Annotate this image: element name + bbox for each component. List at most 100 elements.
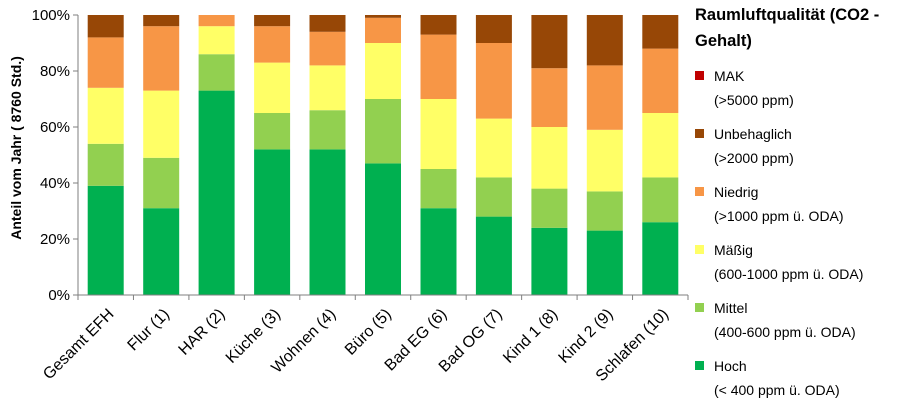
legend-swatch [695, 129, 704, 138]
bar-segment-2-5 [365, 43, 401, 99]
category-label: Kind 1 (8) [500, 306, 561, 367]
legend-series-detail: (600-1000 ppm ü. ODA) [714, 266, 864, 282]
category-label: Gesamt EFH [40, 306, 117, 383]
y-tick-label: 80% [40, 63, 70, 80]
y-tick-label: 100% [32, 7, 70, 24]
bar-segment-2-6 [420, 99, 457, 169]
bar-segment-3-5 [365, 17, 401, 43]
bar-segment-2-1 [143, 90, 180, 158]
bar-segment-1-1 [143, 157, 180, 209]
legend-label: Mittel (400-600 ppm ü. ODA) [714, 296, 856, 344]
stacked-bar-chart: Gesamt EFH Flur (1) HAR (2)Küche (3)Wohnen… [8, 7, 689, 385]
bar-segment-0-9 [586, 230, 623, 295]
bar-segment-0-2 [198, 90, 235, 295]
bar-segment-1-0 [87, 143, 124, 186]
bar-segment-4-10 [642, 15, 679, 49]
legend-swatch [695, 187, 704, 196]
bar-segment-0-10 [642, 222, 679, 295]
bar-segment-3-7 [475, 43, 512, 119]
bar-segment-3-3 [254, 26, 291, 63]
legend: Raumluftqualität (CO2 - Gehalt) MAK (>500… [695, 0, 900, 398]
legend-series-detail: (>5000 ppm) [714, 92, 794, 108]
bar-segment-4-4 [309, 15, 346, 32]
y-tick-label: 60% [40, 119, 70, 136]
bar-segment-1-2 [198, 54, 235, 91]
bar-segment-2-9 [586, 129, 623, 192]
bar-segment-3-1 [143, 26, 180, 91]
legend-series-name: Mäßig [714, 242, 753, 258]
legend-series-detail: (>1000 ppm ü. ODA) [714, 208, 844, 224]
bar-segment-3-6 [420, 34, 457, 99]
legend-label: Niedrig (>1000 ppm ü. ODA) [714, 180, 844, 228]
y-tick-label: 40% [40, 175, 70, 192]
category-label: HAR (2) [176, 306, 229, 359]
bar-segment-0-4 [309, 149, 346, 295]
bar-segment-4-8 [531, 15, 568, 69]
bar-segment-4-3 [254, 15, 291, 27]
bar-segment-3-9 [586, 65, 623, 130]
bar-segment-3-8 [531, 68, 568, 127]
legend-swatch [695, 303, 704, 312]
bar-segment-4-0 [87, 15, 124, 38]
bar-segment-1-8 [531, 188, 568, 228]
legend-item: MAK (>5000 ppm) [695, 64, 900, 120]
bar-segment-3-0 [87, 37, 124, 88]
bar-segment-4-6 [420, 15, 457, 35]
legend-item: Mäßig (600-1000 ppm ü. ODA) [695, 238, 900, 294]
bar-segment-1-6 [420, 169, 457, 209]
legend-item: Hoch (< 400 ppm ü. ODA) [695, 354, 900, 410]
legend-item: Niedrig (>1000 ppm ü. ODA) [695, 180, 900, 236]
legend-swatch [695, 361, 704, 370]
bar-segment-2-10 [642, 113, 679, 178]
bar-segment-0-3 [254, 149, 291, 295]
legend-item: Unbehaglich (>2000 ppm) [695, 122, 900, 178]
bar-segment-2-8 [531, 127, 568, 189]
bar-segment-3-2 [198, 15, 235, 27]
category-label: Flur (1) [125, 306, 173, 354]
bar-segment-2-2 [198, 26, 235, 55]
legend-item: Mittel (400-600 ppm ü. ODA) [695, 296, 900, 352]
bar-segment-4-1 [143, 15, 180, 27]
legend-label: Hoch (< 400 ppm ü. ODA) [714, 354, 840, 402]
bar-segment-1-10 [642, 177, 679, 223]
bar-segment-1-3 [254, 113, 291, 150]
bar-segment-4-5 [365, 15, 401, 18]
legend-series-name: Niedrig [714, 184, 759, 200]
y-tick-label: 20% [40, 231, 70, 248]
legend-series-detail: (< 400 ppm ü. ODA) [714, 382, 840, 398]
legend-series-detail: (>2000 ppm) [714, 150, 794, 166]
bar-segment-2-4 [309, 65, 346, 111]
legend-series-name: Hoch [714, 358, 747, 374]
plot-area: Gesamt EFH Flur (1) HAR (2)Küche (3)Wohnen… [32, 7, 689, 385]
legend-label: MAK (>5000 ppm) [714, 64, 794, 112]
bar-segment-0-8 [531, 227, 568, 295]
legend-label: Mäßig (600-1000 ppm ü. ODA) [714, 238, 863, 286]
bar-segment-0-5 [365, 163, 401, 295]
category-label: Büro (5) [342, 306, 395, 359]
bar-segment-3-10 [642, 48, 679, 113]
bar-segment-1-4 [309, 110, 346, 150]
legend-series-name: MAK [714, 68, 745, 84]
legend-series-name: Unbehaglich [714, 126, 792, 142]
bar-segment-1-5 [365, 99, 401, 164]
legend-series-name: Mittel [714, 300, 748, 316]
bar-segment-0-7 [475, 216, 512, 295]
bar-segment-4-7 [475, 15, 512, 43]
legend-series-detail: (400-600 ppm ü. ODA) [714, 324, 856, 340]
legend-swatch [695, 71, 704, 80]
bar-segment-0-1 [143, 208, 180, 295]
bar-segment-3-4 [309, 31, 346, 66]
bar-segment-2-0 [87, 87, 124, 144]
bar-segment-0-6 [420, 208, 457, 295]
legend-swatch [695, 245, 704, 254]
legend-title: Raumluftqualität (CO2 - Gehalt) [695, 6, 880, 50]
bar-segment-2-3 [254, 62, 291, 113]
bar-segment-4-9 [586, 15, 623, 66]
bar-segment-2-7 [475, 118, 512, 178]
bar-segment-1-7 [475, 177, 512, 217]
bar-segment-0-0 [87, 185, 124, 295]
bar-segment-1-9 [586, 191, 623, 231]
y-tick-label: 0% [48, 287, 70, 304]
legend-label: Unbehaglich (>2000 ppm) [714, 122, 794, 170]
y-axis-label: Anteil vom Jahr ( 8760 Std.) [8, 56, 24, 240]
